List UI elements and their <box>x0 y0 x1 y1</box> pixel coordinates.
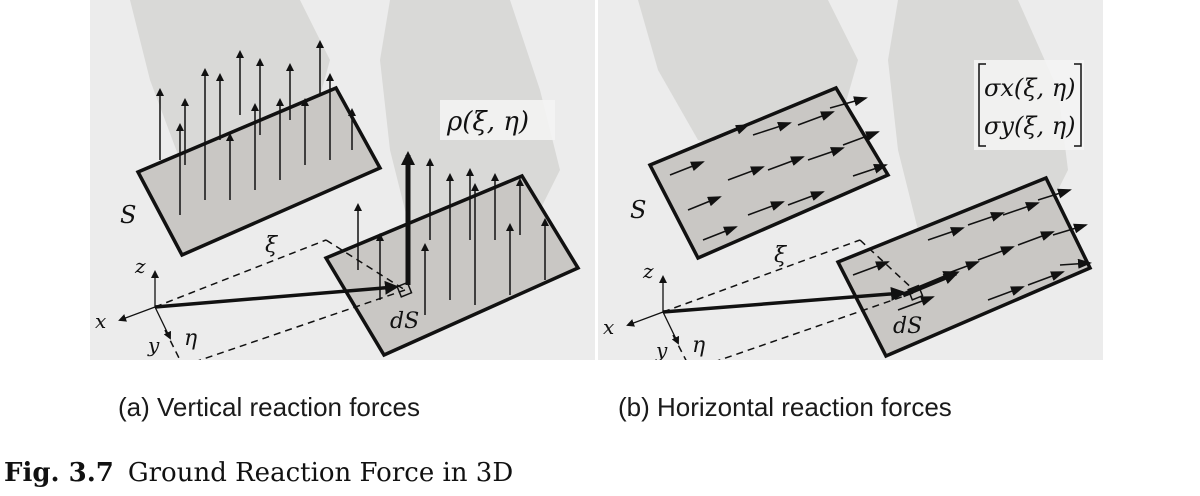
surface-label: S <box>120 201 136 229</box>
ds-element <box>396 281 413 298</box>
right-bracket <box>1074 63 1082 147</box>
resultant-shear-arrow <box>902 270 960 298</box>
left-bracket <box>978 63 986 147</box>
vertical-force-arrows-right <box>354 158 549 315</box>
vertical-forces-diagram: S ξ η dS z x y ρ(ξ, η) <box>90 0 595 360</box>
dashed-edge-left <box>198 289 406 360</box>
pressure-label-bg <box>440 100 555 140</box>
coordinate-axes <box>626 275 679 345</box>
ds-label: dS <box>390 309 419 334</box>
dashed-edge-top <box>662 239 861 313</box>
surface-label: S <box>630 196 646 224</box>
horizontal-forces-diagram: S ξ η dS z x y σx(ξ, η) σy(ξ, η) <box>598 0 1103 360</box>
y-axis-label: y <box>147 333 160 357</box>
ds-element <box>907 284 924 301</box>
y-axis-label: y <box>655 338 668 360</box>
z-axis-label: z <box>134 254 146 278</box>
sigma-x-label: σx(ξ, η) <box>984 74 1076 102</box>
horizontal-force-arrows-left <box>669 96 888 241</box>
caption-horizontal-forces: (b) Horizontal reaction forces <box>618 392 952 422</box>
foot-sole-right <box>323 173 581 358</box>
dashed-edge-left <box>717 291 917 360</box>
eta-label: η <box>692 333 705 358</box>
figure-caption: Fig. 3.7 Ground Reaction Force in 3D <box>4 458 513 488</box>
dashed-edge-top <box>154 239 327 308</box>
pressure-label: ρ(ξ, η) <box>446 107 529 137</box>
figure-title: Ground Reaction Force in 3D <box>127 458 514 488</box>
xi-label: ξ <box>774 243 788 268</box>
x-axis-label: x <box>603 315 614 339</box>
x-axis-label: x <box>95 309 106 333</box>
sigma-y-label: σy(ξ, η) <box>984 112 1076 140</box>
figure-number: Fig. 3.7 <box>4 458 114 488</box>
eta-label: η <box>184 326 197 351</box>
coordinate-axes <box>118 270 171 340</box>
panel-horizontal-forces: S ξ η dS z x y σx(ξ, η) σy(ξ, η) <box>598 0 1103 360</box>
shear-stress-vector-label: σx(ξ, η) σy(ξ, η) <box>974 60 1084 150</box>
caption-vertical-forces: (a) Vertical reaction forces <box>118 392 421 422</box>
ds-label: dS <box>893 314 922 339</box>
z-axis-label: z <box>642 259 654 283</box>
position-vector <box>154 280 399 309</box>
panel-vertical-forces: S ξ η dS z x y ρ(ξ, η) <box>90 0 595 360</box>
foot-sole-left <box>647 85 891 261</box>
horizontal-force-arrows-right <box>852 188 1092 311</box>
xi-label: ξ <box>265 233 279 258</box>
foot-sole-left <box>135 85 383 258</box>
position-vector <box>662 286 907 314</box>
vertical-force-arrows-left <box>156 40 356 215</box>
